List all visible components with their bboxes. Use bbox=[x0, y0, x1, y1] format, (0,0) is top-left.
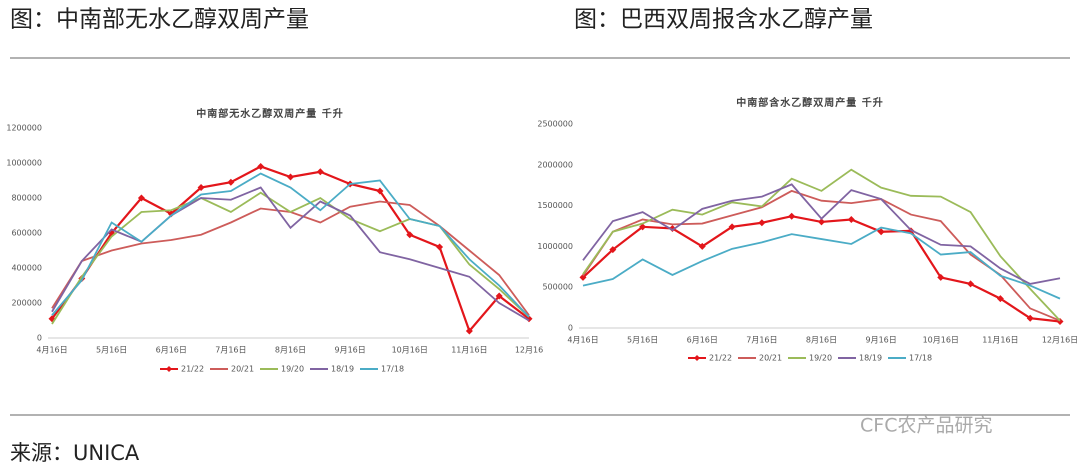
data-point bbox=[465, 327, 473, 335]
data-point bbox=[316, 168, 324, 176]
legend-label: 17/18 bbox=[381, 365, 404, 374]
x-tick-label: 10月16日 bbox=[923, 336, 959, 345]
x-tick-label: 8月16日 bbox=[275, 346, 306, 355]
series-line bbox=[582, 183, 1061, 285]
series-line bbox=[582, 215, 1061, 323]
data-point bbox=[698, 242, 706, 250]
y-tick-label: 1500000 bbox=[537, 201, 573, 210]
x-tick-label: 12月16日 bbox=[1042, 336, 1078, 345]
x-tick-label: 8月16日 bbox=[806, 336, 837, 345]
chart-title: 中南部无水乙醇双周产量 千升 bbox=[196, 107, 343, 120]
legend-label: 21/22 bbox=[709, 354, 732, 363]
x-tick-label: 4月16日 bbox=[36, 346, 67, 355]
series-line bbox=[582, 189, 1061, 322]
legend-label: 19/20 bbox=[809, 354, 832, 363]
data-point bbox=[376, 187, 384, 195]
data-point bbox=[406, 231, 414, 239]
x-tick-label: 9月16日 bbox=[865, 336, 896, 345]
y-tick-label: 0 bbox=[568, 324, 573, 333]
legend-label: 20/21 bbox=[231, 365, 254, 374]
data-point bbox=[227, 178, 235, 186]
data-point bbox=[495, 292, 503, 300]
x-tick-label: 9月16日 bbox=[334, 346, 365, 355]
data-point bbox=[847, 215, 855, 223]
legend-label: 19/20 bbox=[281, 365, 304, 374]
data-point bbox=[877, 228, 885, 236]
x-tick-label: 5月16日 bbox=[96, 346, 127, 355]
data-point bbox=[1026, 314, 1034, 322]
data-point bbox=[257, 163, 265, 170]
watermark: CFC农产品研究 bbox=[860, 415, 992, 437]
x-tick-label: 4月16日 bbox=[567, 336, 598, 345]
x-tick-label: 12月16 bbox=[515, 346, 543, 355]
data-point bbox=[137, 194, 145, 202]
y-tick-label: 600000 bbox=[11, 229, 42, 238]
legend-label: 17/18 bbox=[909, 354, 932, 363]
data-point bbox=[668, 224, 676, 232]
y-tick-label: 1200000 bbox=[6, 124, 42, 133]
y-tick-label: 0 bbox=[37, 334, 42, 343]
data-point bbox=[788, 212, 796, 220]
data-point bbox=[436, 243, 444, 251]
x-tick-label: 11月16日 bbox=[451, 346, 487, 355]
data-point bbox=[287, 173, 294, 181]
x-tick-label: 7月16日 bbox=[215, 346, 246, 355]
source: 来源：UNICA bbox=[10, 441, 140, 465]
x-tick-label: 6月16日 bbox=[156, 346, 187, 355]
series-line bbox=[51, 186, 530, 322]
data-point bbox=[818, 218, 825, 226]
y-tick-label: 800000 bbox=[11, 194, 42, 203]
legend-label: 18/19 bbox=[859, 354, 882, 363]
data-point bbox=[728, 223, 736, 231]
x-tick-label: 5月16日 bbox=[627, 336, 658, 345]
series-line bbox=[51, 172, 530, 318]
y-tick-label: 200000 bbox=[11, 299, 42, 308]
data-point bbox=[197, 184, 205, 191]
series-line bbox=[51, 191, 530, 325]
y-tick-label: 500000 bbox=[542, 283, 573, 292]
legend-label: 21/22 bbox=[181, 365, 204, 374]
series-line bbox=[582, 226, 1061, 300]
legend-marker bbox=[166, 366, 172, 372]
legend-marker bbox=[694, 355, 700, 361]
data-point bbox=[579, 273, 587, 281]
data-point bbox=[609, 246, 617, 254]
x-tick-label: 10月16日 bbox=[392, 346, 428, 355]
series-line bbox=[582, 168, 1061, 322]
y-tick-label: 2000000 bbox=[537, 160, 573, 169]
data-point bbox=[967, 280, 975, 288]
x-tick-label: 6月16日 bbox=[687, 336, 718, 345]
data-point bbox=[639, 223, 647, 231]
y-tick-label: 2500000 bbox=[537, 120, 573, 129]
chart-title: 中南部含水乙醇双周产量 千升 bbox=[736, 96, 883, 109]
y-tick-label: 1000000 bbox=[6, 159, 42, 168]
data-point bbox=[937, 273, 945, 281]
legend-label: 18/19 bbox=[331, 365, 354, 374]
data-point bbox=[758, 219, 766, 227]
x-tick-label: 11月16日 bbox=[982, 336, 1018, 345]
heading: 图：巴西双周报含水乙醇产量 bbox=[574, 7, 873, 33]
x-tick-label: 7月16日 bbox=[746, 336, 777, 345]
data-point bbox=[996, 295, 1004, 303]
y-tick-label: 400000 bbox=[11, 264, 42, 273]
heading: 图：中南部无水乙醇双周产量 bbox=[10, 7, 309, 33]
y-tick-label: 1000000 bbox=[537, 242, 573, 251]
legend-label: 20/21 bbox=[759, 354, 782, 363]
